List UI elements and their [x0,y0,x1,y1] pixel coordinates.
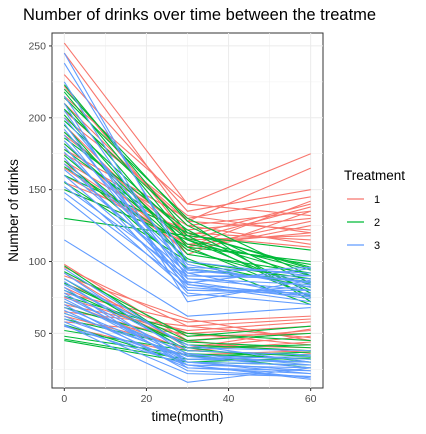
subject-line [64,217,311,251]
subject-line [63,186,311,277]
y-tick-label: 150 [28,184,46,196]
subject-line [63,157,311,306]
subject-line [63,180,311,291]
subject-line [63,174,311,300]
subject-line [63,163,311,286]
subject-line [64,278,311,363]
subject-line [63,117,311,288]
subject-line [64,189,311,277]
legend-label-3: 3 [374,240,380,252]
legend-title: Treatment [344,168,405,183]
subject-line [63,110,311,284]
y-tick-label: 200 [28,112,46,124]
subject-line [64,239,311,317]
y-axis-title: Number of drinks [6,159,21,262]
subject-line [63,114,311,274]
subject-line [64,282,311,342]
y-tick-label: 100 [28,256,46,268]
subject-line [64,304,311,332]
legend-label-1: 1 [374,194,380,206]
subject-line [63,197,311,297]
x-axis-title: time(month) [151,409,223,424]
y-tick-label: 250 [28,40,46,52]
axis-layer: 0 20 40 60 50 100 150 200 250 [28,40,316,405]
subject-line [64,325,311,379]
subject-line [63,192,311,296]
subject-line [63,140,311,274]
subject-line [63,74,311,212]
x-tick-label: 60 [305,393,317,405]
subject-line [63,151,311,283]
subject-line [64,284,311,356]
x-tick-label: 40 [223,393,235,405]
treatment-3-lines [63,52,311,383]
chart-title: Number of drinks over time between the t… [23,6,376,24]
subject-line [64,268,311,352]
legend-label-2: 2 [374,217,380,229]
subject-line [64,271,311,337]
subject-line [64,307,311,363]
subject-line [63,95,311,217]
subject-line [63,88,311,303]
x-tick-label: 0 [61,393,67,405]
legend: Treatment 1 2 3 [344,168,405,252]
series-layer [63,42,311,383]
subject-line [63,103,311,303]
subject-line [64,324,311,383]
x-tick-label: 20 [141,393,153,405]
subject-line [63,169,311,274]
subject-line [64,312,311,369]
y-tick-label: 50 [34,328,46,340]
subject-line [64,318,311,375]
subject-line [64,174,311,268]
